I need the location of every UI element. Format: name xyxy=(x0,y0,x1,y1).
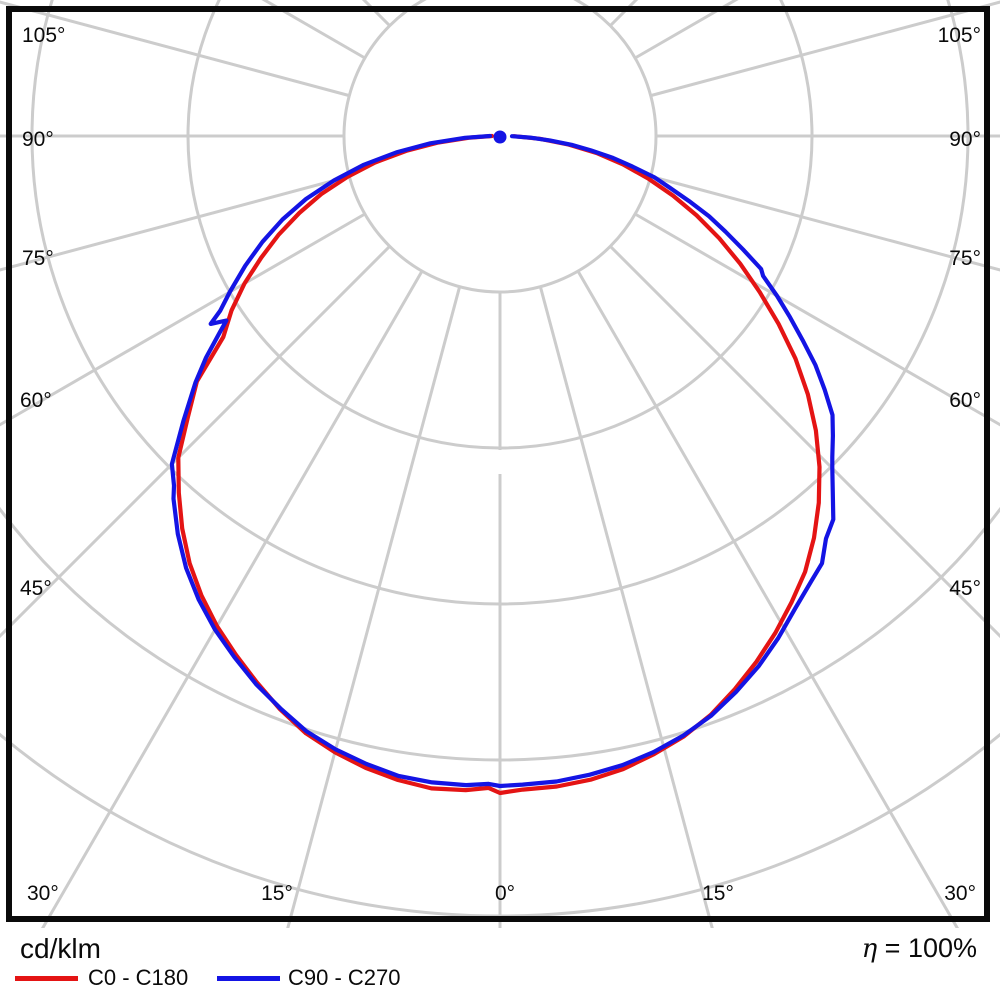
angle-label: 60° xyxy=(949,389,981,412)
grid-ray xyxy=(609,245,1000,639)
units-label: cd/klm xyxy=(20,933,101,964)
grid-ray xyxy=(0,245,391,639)
angle-label: 15° xyxy=(702,882,734,905)
angle-labels: 105° 90° 75° 60° 45° 30° 105° 90° 75° 60° 45° 30° 15… xyxy=(20,24,981,905)
angle-label: 60° xyxy=(20,389,52,412)
curve-c0-c180 xyxy=(176,133,822,796)
angle-label: 0° xyxy=(495,882,515,905)
grid-ray xyxy=(0,0,350,98)
curve-c90-c270 xyxy=(169,133,836,789)
grid-ray xyxy=(650,0,1000,98)
eta-symbol: η xyxy=(861,934,878,964)
angle-label: 45° xyxy=(20,577,52,600)
grid-ray xyxy=(634,212,1000,427)
grid-ray xyxy=(576,0,581,2)
angle-label: 75° xyxy=(949,247,981,270)
legend-swatch-red xyxy=(15,976,78,981)
grid-ray xyxy=(650,174,1000,272)
legend-label: C90 - C270 xyxy=(288,965,401,990)
legend: C0 - C180 C90 - C270 xyxy=(0,962,1000,996)
grid-ray xyxy=(538,286,714,928)
legend-label: C0 - C180 xyxy=(88,965,189,990)
efficiency-text: = 100% xyxy=(877,933,977,963)
angle-label: 15° xyxy=(261,882,293,905)
grid-ray xyxy=(0,212,366,427)
angle-label: 30° xyxy=(27,882,59,905)
angle-label: 30° xyxy=(944,882,976,905)
grid-ring xyxy=(342,0,658,294)
grid-ray xyxy=(361,0,391,27)
curves-group xyxy=(169,130,836,796)
angle-label: 105° xyxy=(22,24,65,47)
grid-ray xyxy=(0,174,350,272)
grid-ray xyxy=(419,0,424,2)
angle-label: 105° xyxy=(938,24,981,47)
grid-ray xyxy=(41,270,424,928)
plot-frame xyxy=(6,6,990,922)
angle-label: 75° xyxy=(22,247,54,270)
efficiency-value: η = 100% xyxy=(862,933,977,964)
angle-label: 45° xyxy=(949,577,981,600)
grid-ray xyxy=(609,0,639,27)
angle-label: 90° xyxy=(949,128,981,151)
grid-ray xyxy=(576,270,959,928)
grid-ray xyxy=(286,286,462,928)
legend-swatch-blue xyxy=(217,976,280,981)
origin-dot xyxy=(493,130,507,144)
angle-label: 90° xyxy=(22,128,54,151)
